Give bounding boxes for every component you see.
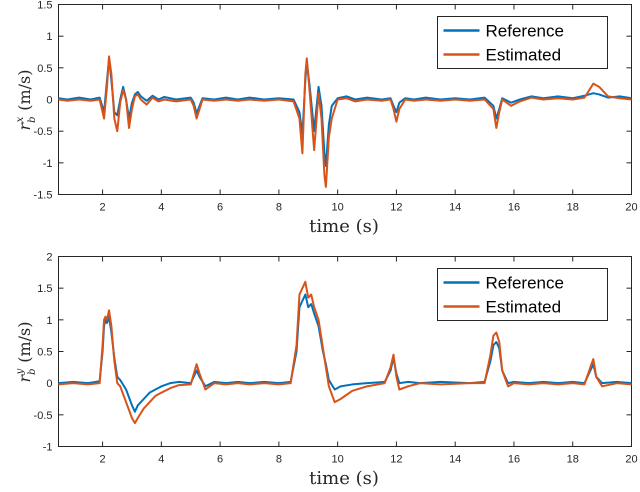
- x-axis-label: time (s): [309, 216, 379, 237]
- x-tick-label: 16: [508, 454, 520, 466]
- y-tick-label: 2: [46, 252, 52, 264]
- x-tick-label: 12: [390, 202, 402, 214]
- x-tick-label: 18: [567, 202, 579, 214]
- x-tick-label: 8: [276, 454, 282, 466]
- x-tick-label: 4: [158, 454, 164, 466]
- legend-box: [437, 16, 608, 69]
- legend: Reference Estimated: [437, 16, 608, 69]
- legend: Reference Estimated: [437, 268, 608, 321]
- x-tick-label: 12: [390, 454, 402, 466]
- x-tick-label: 16: [508, 202, 520, 214]
- y-tick-label: -0.5: [34, 126, 53, 138]
- legend-box: [437, 268, 608, 321]
- legend-label: Estimated: [486, 298, 562, 317]
- legend-label: Reference: [486, 274, 564, 293]
- y-tick-label: 0.5: [37, 63, 52, 75]
- velocity-y-plot: -1 -0.5 0 0.5 1 1.5 2 2 4 6 8 10 12 14 16 18 20 Referen…: [15, 252, 638, 490]
- x-tick-label: 20: [625, 202, 637, 214]
- svg-text:rbx(m/s): rbx(m/s): [15, 70, 38, 131]
- x-tick-label: 4: [158, 202, 164, 214]
- y-tick-label: -1: [43, 158, 53, 170]
- series-line-estimated: [58, 280, 632, 425]
- y-tick-label: 1.5: [37, 0, 52, 12]
- x-tick-label: 8: [276, 202, 282, 214]
- y-tick-label: -0.5: [34, 410, 53, 422]
- y-tick-label: -1: [43, 442, 53, 454]
- y-tick-label: 0.5: [37, 347, 52, 359]
- y-axis-label: rby(m/s): [15, 322, 38, 383]
- legend-label: Reference: [486, 22, 564, 41]
- x-tick-label: 2: [100, 202, 106, 214]
- x-tick-label: 18: [567, 454, 579, 466]
- x-tick-label: 2: [100, 454, 106, 466]
- x-tick-label: 10: [332, 454, 344, 466]
- x-tick-label: 14: [449, 202, 461, 214]
- x-axis-label: time (s): [309, 468, 379, 489]
- legend-label: Estimated: [486, 46, 562, 65]
- x-tick-label: 14: [449, 454, 461, 466]
- y-tick-label: 1: [46, 315, 52, 327]
- svg-text:rby(m/s): rby(m/s): [15, 322, 38, 383]
- y-tick-label: -1.5: [34, 190, 53, 202]
- y-axis-label: rbx(m/s): [15, 70, 38, 131]
- x-tick-label: 6: [217, 454, 223, 466]
- y-tick-label: 1.5: [37, 283, 52, 295]
- series-line-reference: [58, 57, 632, 167]
- x-tick-label: 20: [625, 454, 637, 466]
- y-tick-label: 1: [46, 31, 52, 43]
- series-line-estimated: [58, 55, 632, 188]
- y-tick-label: 0: [46, 95, 52, 107]
- velocity-x-plot: -1.5 -1 -0.5 0 0.5 1 1.5 2 4 6 8 10 12 14 16 18 20 Refe…: [15, 0, 638, 237]
- x-tick-label: 10: [332, 202, 344, 214]
- y-tick-label: 0: [46, 378, 52, 390]
- x-tick-label: 6: [217, 202, 223, 214]
